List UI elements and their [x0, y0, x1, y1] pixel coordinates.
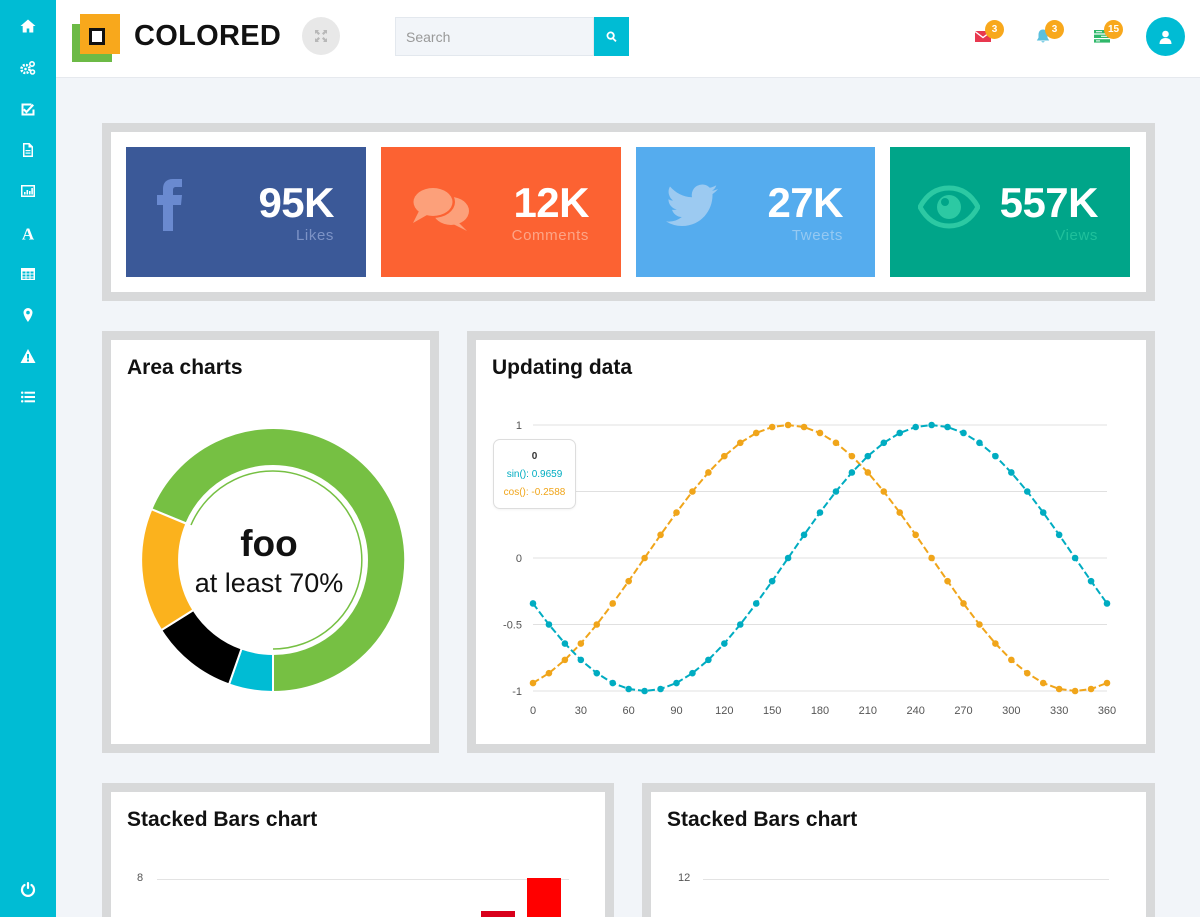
stat-value: 27K: [767, 179, 843, 226]
donut-chart: foo at least 70%: [140, 427, 407, 694]
stat-label: Tweets: [791, 227, 843, 244]
svg-text:A: A: [22, 225, 35, 241]
messages-button[interactable]: 3: [974, 20, 1004, 46]
stat-value: 95K: [258, 179, 334, 226]
tooltip-cos: cos(): -0.2588: [503, 487, 566, 498]
eye-icon: [918, 185, 980, 229]
map-marker-icon: [23, 308, 33, 322]
sidebar-item-lists[interactable]: [0, 382, 56, 412]
gridline: [703, 879, 1109, 880]
sidebar-item-settings[interactable]: [0, 53, 56, 83]
search-button[interactable]: [594, 17, 629, 56]
donut-center-subtitle: at least 70%: [195, 568, 344, 598]
sidebar-item-documents[interactable]: [0, 135, 56, 165]
stat-label: Likes: [295, 227, 334, 244]
stacked-bars-card-2: Stacked Bars chart 12: [642, 783, 1155, 917]
sidebar-item-charts[interactable]: [0, 176, 56, 206]
messages-badge: 3: [985, 20, 1004, 39]
font-icon: A: [22, 225, 35, 241]
bar-segment[interactable]: [527, 878, 561, 917]
expand-icon: [315, 30, 327, 42]
stat-card-likes[interactable]: 95K Likes: [126, 147, 366, 277]
home-icon: [20, 19, 36, 33]
sidebar-item-typography[interactable]: A: [0, 218, 56, 248]
brand-title: COLORED: [134, 20, 282, 52]
twitter-icon: [666, 184, 718, 227]
stat-label: Views: [1055, 227, 1098, 244]
notifications-button[interactable]: 3: [1034, 20, 1064, 46]
sidebar-item-alerts[interactable]: [0, 341, 56, 371]
chart-tooltip: 0 sin(): 0.9659 cos(): -0.2588: [493, 439, 576, 509]
power-icon: [20, 882, 36, 897]
y-tick-label: 12: [678, 872, 691, 884]
bar-segment[interactable]: [481, 911, 515, 917]
sidebar-item-home[interactable]: [0, 11, 56, 41]
file-icon: [23, 143, 33, 157]
card-title: Updating data: [492, 356, 632, 379]
stat-card-comments[interactable]: 12K Comments: [381, 147, 621, 277]
search-icon: [606, 31, 617, 42]
checkbox-icon: [21, 103, 35, 116]
sidebar-item-tables[interactable]: [0, 259, 56, 289]
y-tick-label: 8: [137, 872, 144, 884]
donut-center-title: foo: [240, 523, 298, 564]
logout-button[interactable]: [0, 874, 56, 904]
stacked-bars-card-1: Stacked Bars chart 8: [102, 783, 614, 917]
card-title: Stacked Bars chart: [127, 808, 318, 831]
notifications-badge: 3: [1045, 20, 1064, 39]
search-input[interactable]: [395, 17, 594, 56]
sidebar-item-tasks[interactable]: [0, 94, 56, 124]
updating-data-card: Updating data: [467, 331, 1155, 753]
gridline: [157, 879, 569, 880]
stat-card-tweets[interactable]: 27K Tweets: [636, 147, 875, 277]
warning-icon: [20, 349, 36, 363]
stat-label: Comments: [511, 227, 589, 244]
stat-value: 557K: [999, 179, 1099, 226]
tasks-badge: 15: [1104, 20, 1123, 39]
table-icon: [21, 268, 35, 280]
tasks-icon: [1094, 30, 1110, 43]
logo[interactable]: [72, 14, 120, 62]
bar-chart-icon: [21, 185, 35, 197]
fullscreen-button[interactable]: [302, 17, 340, 55]
tooltip-x: 0: [531, 451, 538, 462]
card-title: Stacked Bars chart: [667, 808, 858, 831]
tooltip-sin: sin(): 0.9659: [506, 469, 563, 480]
tasks-button[interactable]: 15: [1093, 20, 1123, 46]
sidebar-item-maps[interactable]: [0, 300, 56, 330]
sidebar: A: [0, 0, 56, 917]
card-title: Area charts: [127, 356, 243, 379]
stat-card-views[interactable]: 557K Views: [890, 147, 1130, 277]
search-bar: [395, 17, 629, 56]
facebook-icon: [157, 179, 182, 231]
user-avatar[interactable]: [1146, 17, 1185, 56]
user-icon: [1159, 30, 1172, 44]
top-header: COLORED 3 3 15: [56, 0, 1200, 78]
comments-icon: [411, 186, 469, 231]
gears-icon: [20, 60, 36, 75]
stat-value: 12K: [513, 179, 589, 226]
list-icon: [21, 391, 35, 403]
